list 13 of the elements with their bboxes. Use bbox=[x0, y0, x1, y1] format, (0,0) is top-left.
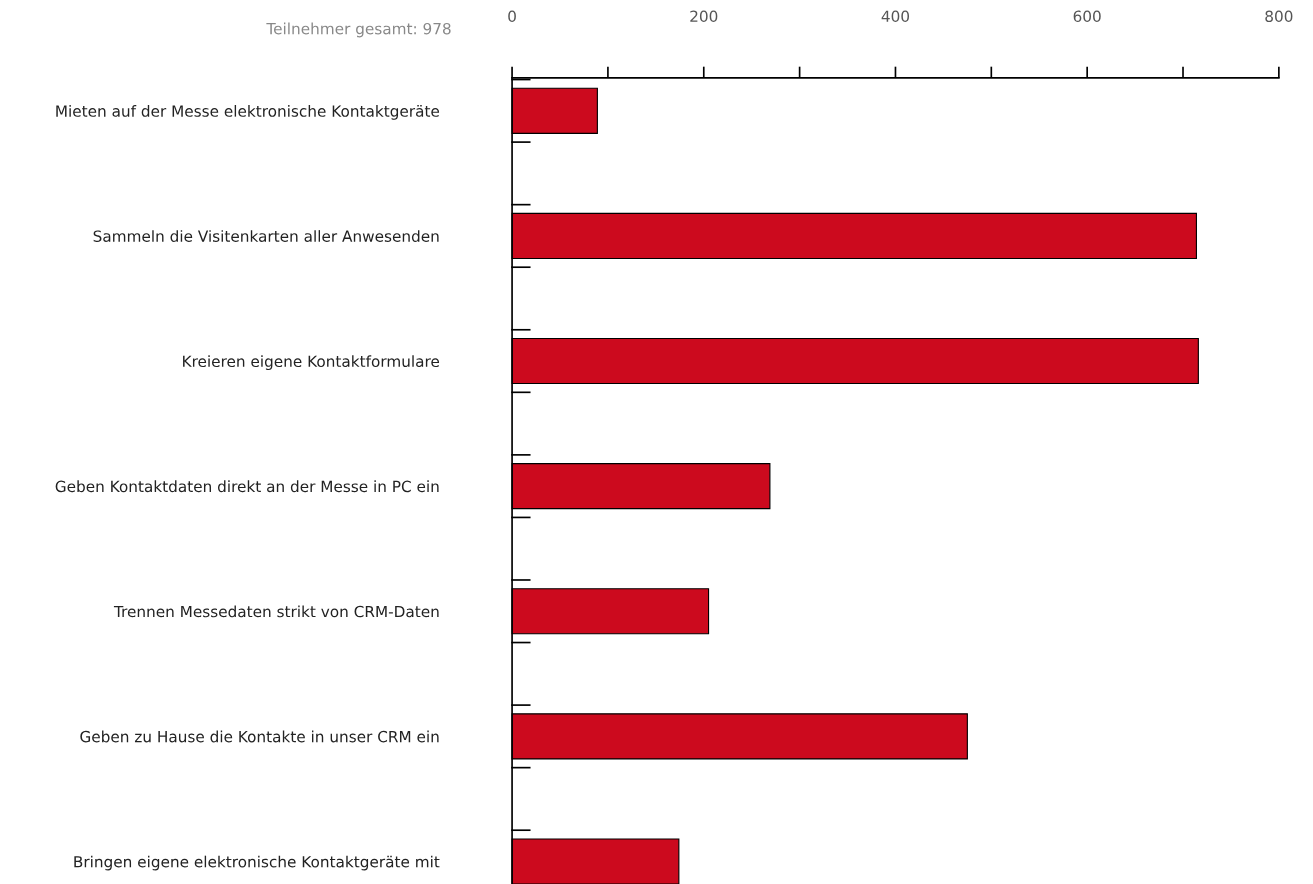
y-tick-label: Kreieren eigene Kontaktformulare bbox=[183, 355, 440, 371]
x-tick-label: 600 bbox=[1073, 10, 1101, 23]
y-tick-label: Geben zu Hause die Kontakte in unser CRM ein bbox=[80, 730, 439, 743]
y-tick-label: Mieten auf der Messe elektronische Kontaktgeräte bbox=[56, 105, 440, 120]
y-tick-label: Bringen eigene elektronische Kontaktgeräte mit bbox=[74, 855, 440, 871]
y-tick-label: Sammeln die Visitenkarten aller Anwesenden bbox=[93, 230, 439, 242]
y-tick-label: Geben Kontaktdaten direkt an der Messe in PC ein bbox=[55, 480, 439, 493]
x-tick-label: 200 bbox=[690, 10, 718, 23]
text: Teilnehmer gesamt: 978 bbox=[266, 22, 451, 38]
x-tick-label: 400 bbox=[881, 10, 910, 23]
y-tick-label: Trennen Messedaten strikt von CRM-Daten bbox=[113, 605, 439, 618]
x-tick-label: 0 bbox=[508, 10, 516, 23]
x-tick-label: 800 bbox=[1265, 10, 1293, 23]
